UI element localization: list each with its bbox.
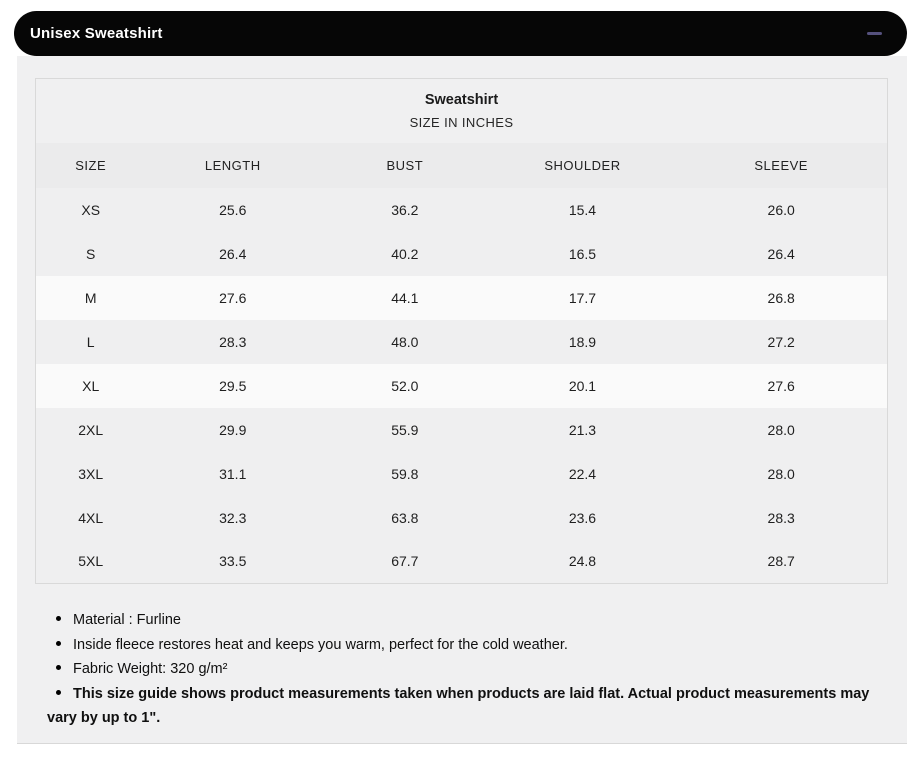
table-header-row: SIZE LENGTH BUST SHOULDER SLEEVE — [35, 142, 888, 188]
value-cell: 23.6 — [568, 509, 597, 526]
size-guide-panel: Sweatshirt SIZE IN INCHES SIZE LENGTH BUST… — [17, 56, 907, 744]
value-cell: 67.7 — [391, 553, 419, 570]
column-header: SIZE — [35, 142, 146, 188]
table-row: L 28.3 48.0 18.9 27.2 — [35, 319, 888, 364]
value-cell: 26.4 — [767, 245, 795, 262]
table-row: XL 29.5 52.0 20.1 27.6 — [35, 363, 888, 408]
note-item: Inside fleece restores heat and keeps yo… — [47, 633, 888, 658]
bullet-icon — [56, 665, 61, 671]
value-cell: 18.9 — [568, 333, 597, 350]
accordion-title: Unisex Sweatshirt — [30, 25, 163, 42]
note-text: Fabric Weight: 320 g/m² — [73, 661, 228, 677]
value-cell: 36.2 — [391, 201, 419, 218]
table-title: Sweatshirt — [424, 91, 499, 108]
value-cell: 28.0 — [767, 465, 795, 482]
value-cell: 28.3 — [767, 509, 795, 526]
value-cell: 20.1 — [568, 377, 597, 394]
note-item: Material : Furline — [47, 608, 888, 633]
note-item: Fabric Weight: 320 g/m² — [47, 657, 888, 682]
note-text: This size guide shows product measuremen… — [47, 685, 870, 727]
value-cell: 15.4 — [568, 201, 597, 218]
value-cell: 33.5 — [219, 553, 247, 570]
value-cell: 27.6 — [219, 289, 247, 306]
size-cell: 3XL — [78, 465, 104, 482]
value-cell: 22.4 — [568, 465, 597, 482]
value-cell: 21.3 — [568, 421, 597, 438]
value-cell: 16.5 — [568, 245, 597, 262]
value-cell: 29.9 — [219, 421, 247, 438]
size-cell: XS — [81, 201, 101, 218]
value-cell: 17.7 — [568, 289, 597, 306]
size-table: Sweatshirt SIZE IN INCHES SIZE LENGTH BUST… — [35, 78, 888, 584]
bullet-icon — [56, 689, 61, 695]
table-row: S 26.4 40.2 16.5 26.4 — [35, 231, 888, 276]
value-cell: 25.6 — [219, 201, 247, 218]
value-cell: 59.8 — [391, 465, 419, 482]
size-cell: 4XL — [78, 509, 104, 526]
notes-list: Material : Furline Inside fleece restores… — [47, 608, 888, 731]
value-cell: 63.8 — [391, 509, 419, 526]
value-cell: 55.9 — [391, 421, 419, 438]
value-cell: 28.0 — [767, 421, 795, 438]
table-row: 5XL 33.5 67.7 24.8 28.7 — [35, 539, 888, 584]
note-text: Inside fleece restores heat and keeps yo… — [73, 636, 568, 653]
table-row: 4XL 32.3 63.8 23.6 28.3 — [35, 495, 888, 540]
value-cell: 24.8 — [568, 553, 597, 570]
table-row: 3XL 31.1 59.8 22.4 28.0 — [35, 451, 888, 496]
column-header: SLEEVE — [675, 142, 888, 188]
bullet-icon — [56, 640, 61, 646]
column-header: BUST — [320, 142, 490, 188]
value-cell: 31.1 — [219, 465, 247, 482]
value-cell: 32.3 — [219, 509, 247, 526]
minus-icon — [866, 32, 882, 35]
value-cell: 40.2 — [391, 245, 419, 262]
note-item: This size guide shows product measuremen… — [47, 682, 888, 731]
accordion-header[interactable]: Unisex Sweatshirt — [14, 11, 907, 56]
note-text: Material : Furline — [73, 612, 181, 628]
size-cell: L — [86, 333, 95, 350]
value-cell: 44.1 — [391, 289, 419, 306]
column-header: LENGTH — [145, 142, 321, 188]
table-row: 2XL 29.9 55.9 21.3 28.0 — [35, 407, 888, 452]
value-cell: 26.0 — [767, 201, 795, 218]
size-cell: S — [86, 245, 96, 262]
value-cell: 26.8 — [767, 289, 795, 306]
value-cell: 29.5 — [219, 377, 247, 394]
size-cell: M — [84, 289, 97, 306]
table-body: XS 25.6 36.2 15.4 26.0 S 26.4 40.2 16.5 26.4 M 27.6… — [35, 187, 888, 584]
table-row: M 27.6 44.1 17.7 26.8 — [35, 275, 888, 320]
table-row: XS 25.6 36.2 15.4 26.0 — [35, 187, 888, 232]
collapse-button[interactable] — [861, 21, 887, 47]
table-subtitle: SIZE IN INCHES — [409, 114, 514, 130]
value-cell: 28.3 — [219, 333, 247, 350]
value-cell: 52.0 — [391, 377, 419, 394]
size-cell: XL — [82, 377, 100, 394]
value-cell: 26.4 — [219, 245, 247, 262]
column-header: SHOULDER — [489, 142, 676, 188]
value-cell: 27.6 — [767, 377, 795, 394]
size-cell: 5XL — [78, 553, 104, 570]
value-cell: 48.0 — [391, 333, 419, 350]
table-title-row: Sweatshirt SIZE IN INCHES — [36, 79, 888, 143]
bullet-icon — [56, 616, 61, 622]
value-cell: 27.2 — [767, 333, 795, 350]
value-cell: 28.7 — [767, 553, 795, 570]
size-cell: 2XL — [78, 421, 104, 438]
